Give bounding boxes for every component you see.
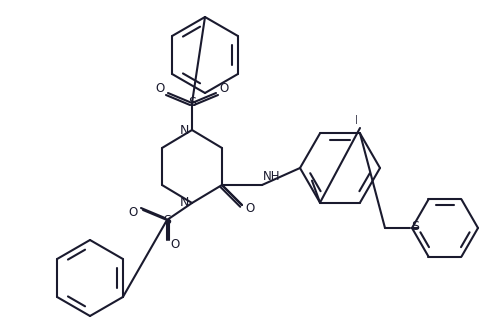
Text: S: S bbox=[163, 214, 171, 227]
Text: O: O bbox=[170, 238, 180, 252]
Text: O: O bbox=[246, 201, 255, 215]
Text: O: O bbox=[155, 81, 164, 94]
Text: O: O bbox=[219, 81, 229, 94]
Text: N: N bbox=[179, 124, 189, 136]
Text: N: N bbox=[179, 196, 189, 210]
Text: |: | bbox=[355, 115, 357, 125]
Text: O: O bbox=[128, 206, 137, 218]
Text: NH: NH bbox=[263, 171, 281, 183]
Text: S: S bbox=[411, 219, 419, 233]
Text: S: S bbox=[188, 96, 196, 110]
